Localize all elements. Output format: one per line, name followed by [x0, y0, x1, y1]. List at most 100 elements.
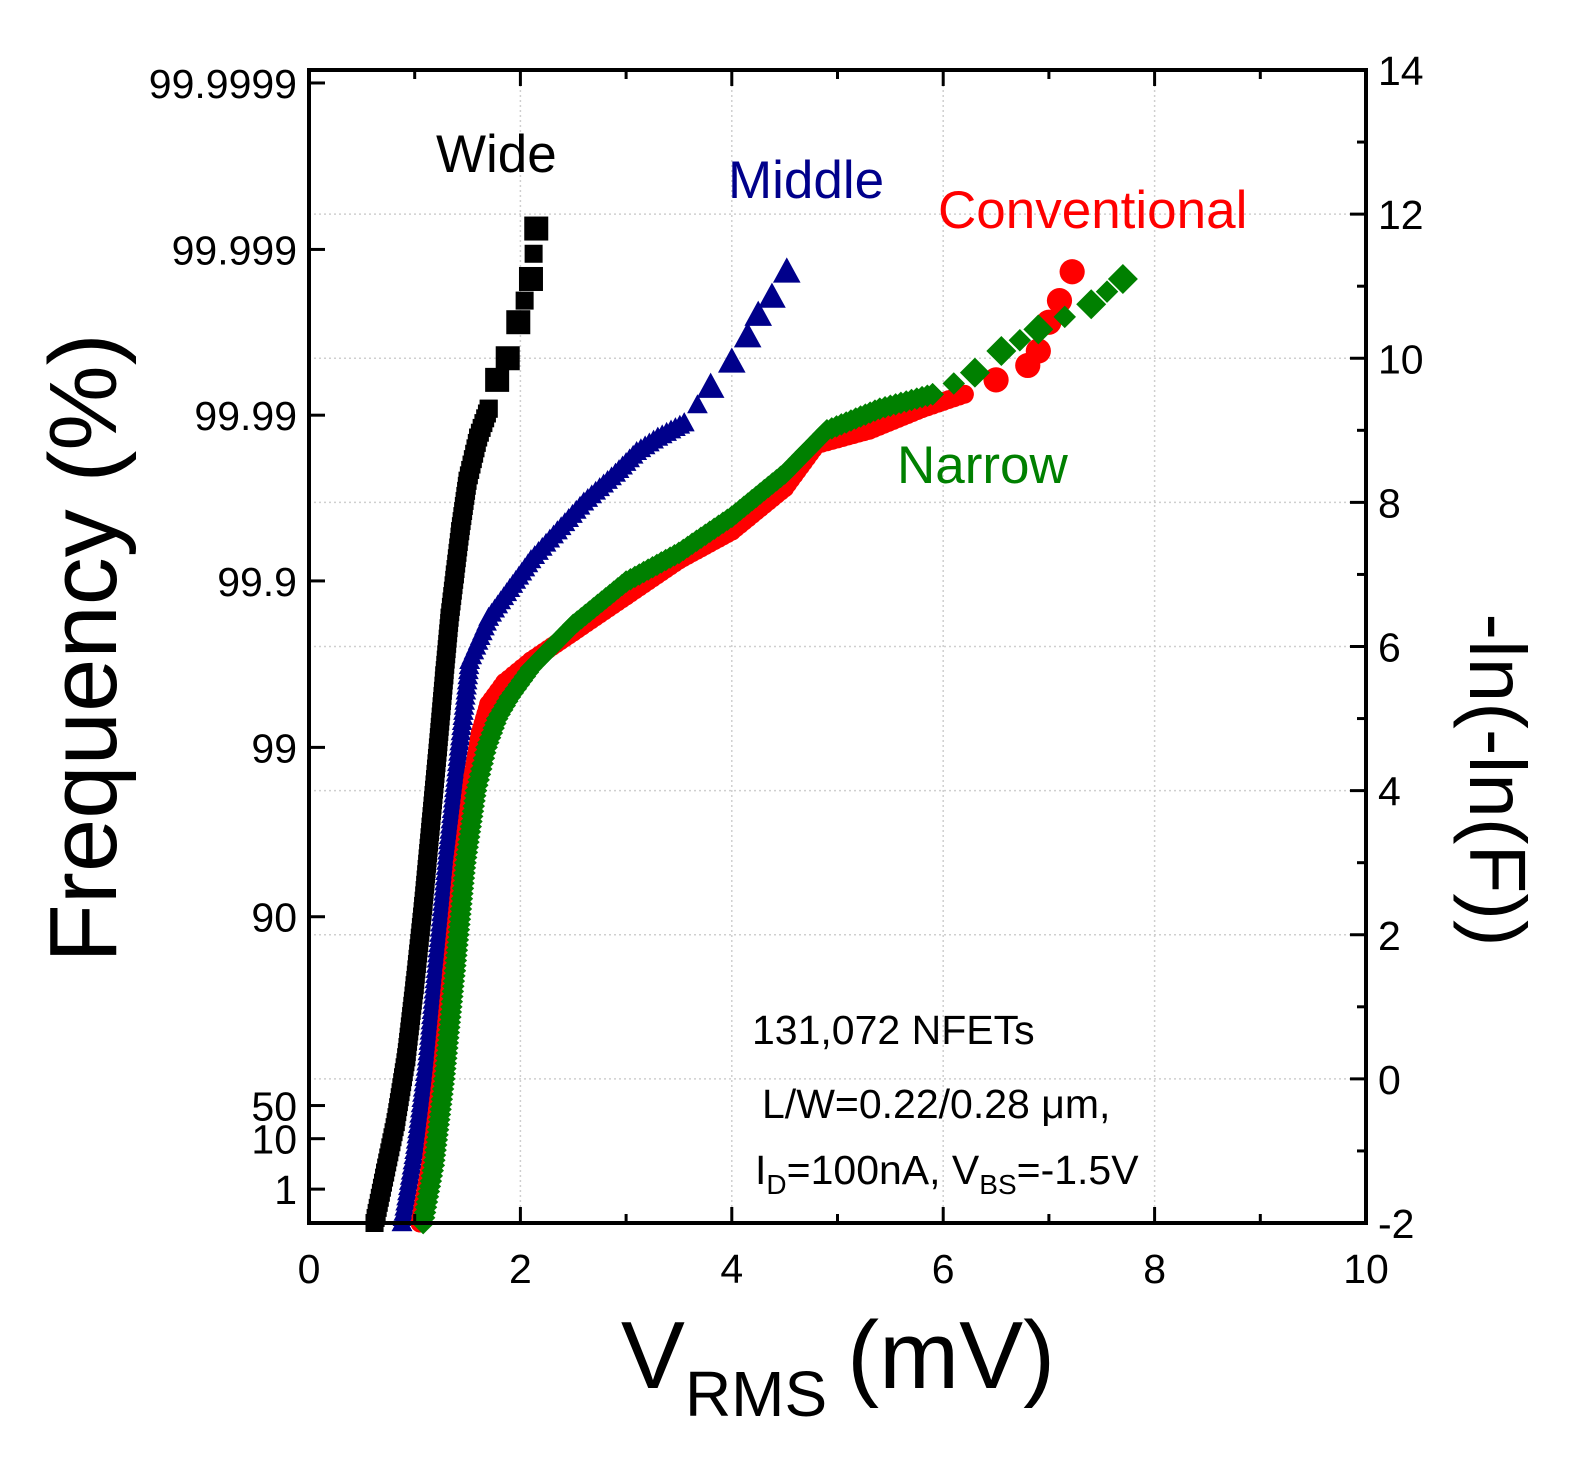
data-point-narrow [519, 656, 543, 680]
tick-layer: 0 2 4 6 8 10-20246810121411050909999.999.9999… [149, 48, 1424, 1292]
data-point-middle [499, 578, 521, 597]
data-point-middle [772, 257, 801, 283]
data-point-middle [605, 462, 626, 482]
data-point-middle [718, 347, 746, 373]
y-tick-label: 50 [251, 1084, 297, 1130]
y2-tick-label: 8 [1378, 480, 1401, 526]
data-point-middle [696, 372, 725, 398]
data-point-narrow [454, 851, 477, 874]
y2-tick-label: 0 [1378, 1057, 1401, 1103]
data-point-wide [421, 817, 440, 836]
data-point-middle [438, 830, 459, 850]
series-wide [365, 216, 549, 1232]
data-point-middle [647, 426, 669, 446]
data-point-narrow [1107, 263, 1138, 294]
annotation-line-2: L/W=0.22/0.28 μm, [762, 1081, 1110, 1127]
series-label-narrow: Narrow [897, 436, 1069, 495]
data-point-wide [524, 216, 549, 241]
x-tick-label: 10 [1343, 1246, 1389, 1292]
annotation-line-3-sub1: D [766, 1169, 786, 1200]
annotation-line-3: ID=100nA, VBS=-1.5V [755, 1147, 1139, 1200]
data-point-wide [506, 310, 531, 335]
data-point-wide [469, 428, 488, 447]
data-point-narrow [475, 736, 498, 759]
data-point-middle [417, 1046, 438, 1066]
data-point-narrow [485, 707, 509, 730]
data-point-wide [515, 291, 534, 310]
data-point-narrow [562, 613, 585, 637]
data-point-narrow [1095, 280, 1119, 303]
y2-tick-label: -2 [1378, 1201, 1414, 1247]
data-point-wide [428, 738, 447, 757]
x-axis-title-main: V [621, 1302, 685, 1409]
x-axis-title-sub: RMS [685, 1358, 827, 1430]
data-point-conventional [859, 420, 879, 440]
data-point-wide [405, 976, 424, 995]
data-point-narrow [1076, 289, 1107, 320]
series-label-middle: Middle [728, 151, 884, 210]
data-point-conventional [1059, 259, 1085, 285]
data-point-wide [386, 1113, 405, 1132]
data-point-narrow [986, 336, 1017, 367]
series-middle [391, 257, 801, 1232]
y-tick-label: 99.999 [172, 227, 297, 273]
data-point-narrow [443, 959, 467, 983]
data-point-wide [414, 896, 433, 915]
data-point-narrow [1008, 328, 1032, 352]
data-point-middle [427, 938, 449, 958]
data-point-narrow [614, 570, 638, 593]
y2-axis-title: -ln(-ln(F)) [1453, 613, 1542, 946]
data-point-middle [687, 394, 708, 414]
series-layer [365, 216, 1138, 1235]
y-tick-label: 99.9 [217, 559, 297, 605]
data-point-middle [758, 282, 786, 308]
data-point-middle [573, 491, 595, 511]
x-axis-title: VRMS (mV) [621, 1302, 1055, 1430]
annotation-line-3-a: I [755, 1147, 766, 1193]
y-tick-label: 99.9999 [149, 61, 297, 107]
annotation-line-3-sub2: BS [979, 1169, 1016, 1200]
data-point-wide [524, 244, 543, 263]
data-point-wide [485, 367, 510, 392]
data-point-middle [744, 300, 773, 326]
x-tick-label: 0 [298, 1246, 321, 1292]
data-point-conventional [1025, 338, 1051, 364]
data-point-narrow [667, 541, 691, 565]
data-point-narrow [868, 397, 892, 420]
data-point-middle [673, 412, 695, 432]
data-point-middle [733, 322, 762, 348]
data-point-narrow [422, 1154, 445, 1177]
series-label-wide: Wide [436, 125, 557, 184]
data-point-narrow [1053, 305, 1077, 329]
data-point-conventional [954, 384, 974, 404]
data-point-wide [451, 522, 470, 541]
y2-tick-label: 10 [1378, 336, 1424, 382]
y2-tick-label: 2 [1378, 913, 1401, 959]
data-point-narrow [815, 419, 839, 442]
x-tick-label: 6 [932, 1246, 955, 1292]
data-point-wide [495, 346, 520, 371]
data-point-wide [435, 666, 454, 685]
data-point-middle [478, 606, 500, 626]
x-tick-label: 8 [1143, 1246, 1166, 1292]
data-point-wide [518, 266, 543, 291]
data-point-narrow [1023, 314, 1054, 345]
data-point-narrow [921, 383, 944, 406]
series-label-conventional: Conventional [938, 181, 1247, 240]
x-tick-label: 4 [720, 1246, 743, 1292]
data-point-narrow [464, 779, 488, 802]
data-point-middle [448, 736, 470, 756]
series-narrow [411, 263, 1138, 1235]
annotation-line-3-c: =-1.5V [1017, 1147, 1140, 1193]
data-point-middle [547, 520, 568, 540]
data-point-narrow [942, 372, 966, 395]
annotation-line-1: 131,072 NFETs [752, 1007, 1035, 1053]
data-point-narrow [720, 505, 744, 529]
y2-tick-label: 12 [1378, 192, 1424, 238]
annotation-line-3-b: =100nA, V [787, 1147, 980, 1193]
x-axis-title-unit: (mV) [847, 1302, 1055, 1409]
y2-tick-label: 6 [1378, 625, 1401, 671]
data-point-wide [458, 471, 477, 490]
data-point-narrow [498, 685, 522, 709]
